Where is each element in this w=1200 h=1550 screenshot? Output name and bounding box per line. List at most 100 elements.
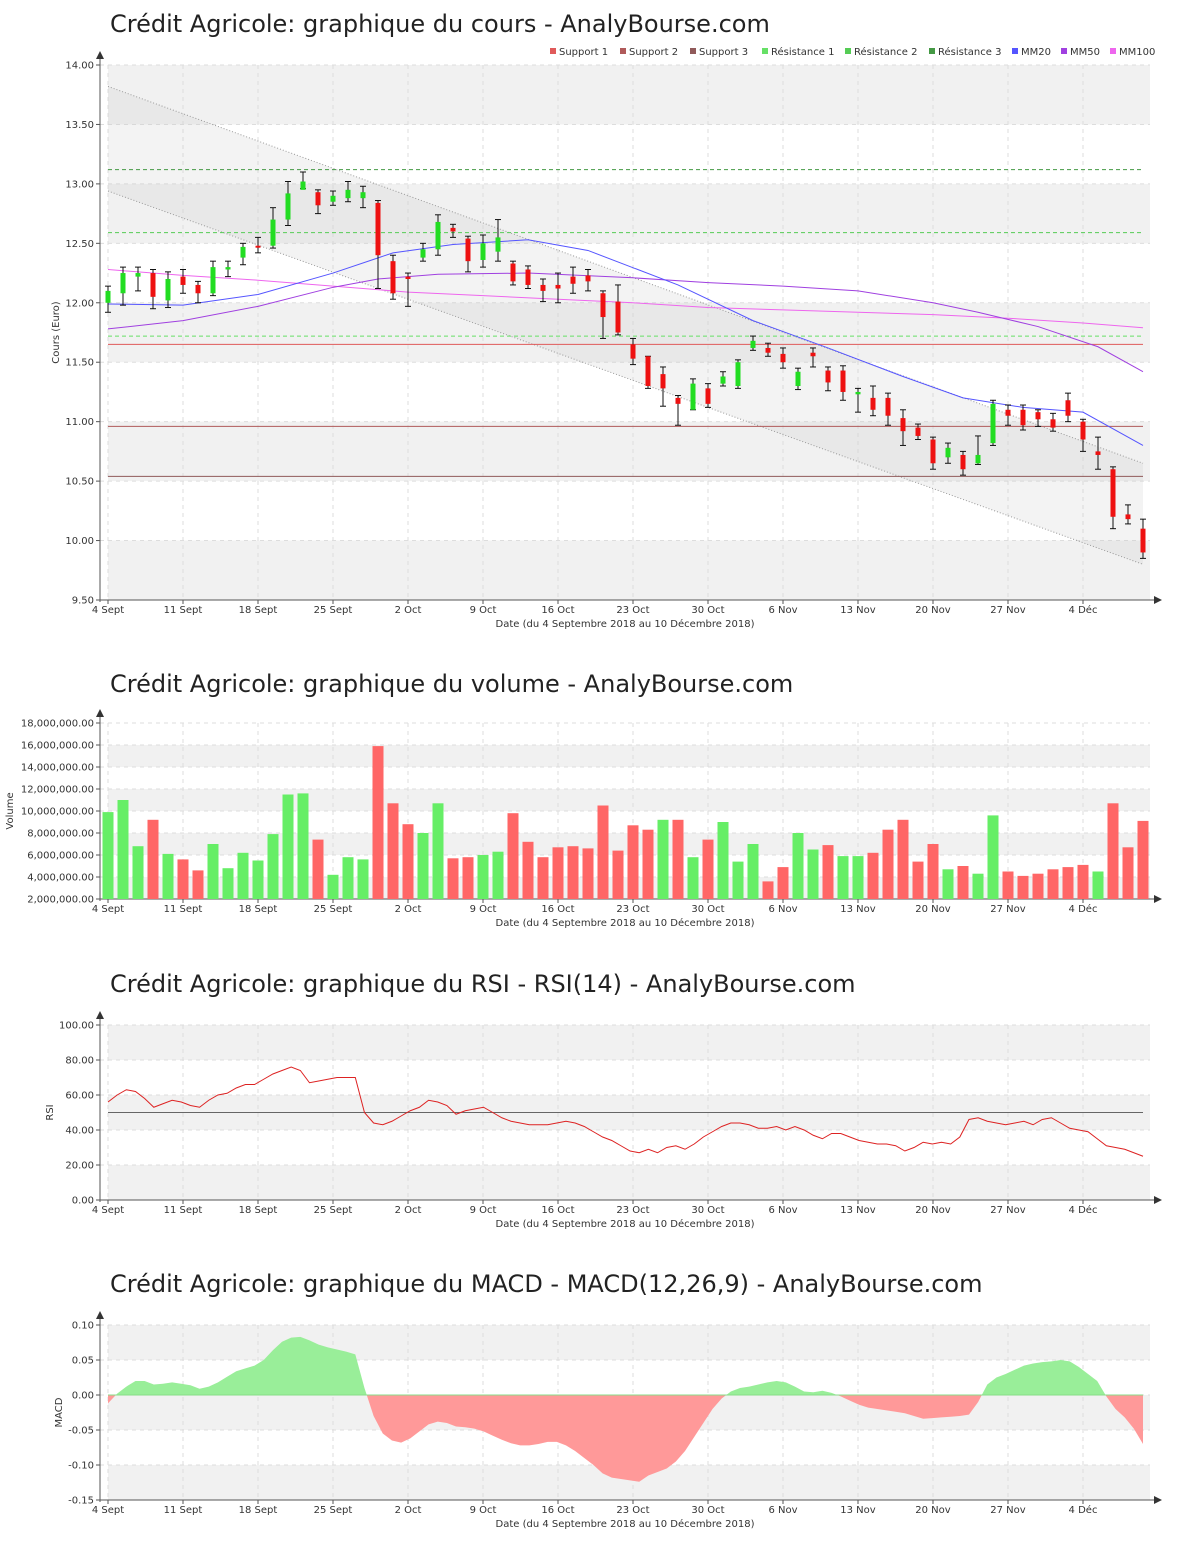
candle-body (900, 418, 906, 432)
volume-bar (552, 847, 564, 899)
mm50-line (107, 272, 1144, 373)
candle-body (1110, 469, 1116, 517)
volume-bar (897, 819, 909, 899)
legend-swatch (845, 48, 851, 54)
x-axis-arrow (1154, 596, 1162, 604)
candle-body (735, 362, 741, 386)
y-tick-label: 11.00 (65, 417, 94, 428)
y-axis-title: MACD (54, 1397, 65, 1427)
volume-bar (162, 853, 174, 899)
candle-body (720, 376, 726, 384)
y-axis-title: Cours (Euro) (51, 301, 62, 364)
candle-body (660, 374, 666, 389)
candle-body (1080, 421, 1086, 440)
grid-band (108, 421, 1150, 482)
macd-chart-title: Crédit Agricole: graphique du MACD - MAC… (110, 1270, 983, 1298)
x-tick-label: 2 Oct (395, 605, 422, 616)
x-axis-title: Date (du 4 Septembre 2018 au 10 Décembre… (496, 1218, 755, 1230)
volume-bar (1047, 869, 1059, 899)
x-tick-label: 16 Oct (541, 605, 574, 616)
candle-body (915, 427, 921, 436)
volume-bar (582, 848, 594, 899)
volume-bar (777, 867, 789, 899)
grid-band (108, 183, 1150, 244)
candle-body (120, 273, 126, 294)
candle-body (150, 273, 156, 297)
volume-bar (462, 857, 474, 899)
candle-body (390, 261, 396, 294)
macd-positive-area (726, 1381, 838, 1395)
volume-bar (642, 829, 654, 899)
y-tick-label: 14.00 (65, 61, 94, 72)
candle-body (180, 276, 186, 285)
grid-band (108, 789, 1150, 811)
candle-body (960, 454, 966, 470)
y-tick-label: 12.00 (65, 298, 94, 309)
x-tick-label: 30 Oct (691, 904, 724, 915)
x-tick-label: 20 Nov (915, 1505, 951, 1516)
volume-bar (912, 861, 924, 899)
y-tick-label: 0.05 (72, 1356, 94, 1367)
x-tick-label: 18 Sept (239, 1505, 278, 1516)
x-tick-label: 27 Nov (990, 904, 1026, 915)
volume-bar (597, 805, 609, 899)
candle-body (570, 276, 576, 284)
candle-body (405, 276, 411, 279)
x-axis-arrow (1154, 895, 1162, 903)
legend-label: MM50 (1070, 47, 1100, 58)
x-tick-label: 4 Déc (1069, 903, 1098, 915)
candle-body (1125, 514, 1131, 520)
x-tick-label: 2 Oct (395, 904, 422, 915)
y-tick-label: -0.05 (68, 1426, 94, 1437)
volume-bar (627, 825, 639, 899)
x-tick-label: 13 Nov (840, 1505, 876, 1516)
legend-label: Support 1 (559, 47, 608, 58)
y-axis-arrow (96, 709, 104, 717)
x-tick-label: 16 Oct (541, 1505, 574, 1516)
volume-bar (522, 841, 534, 899)
candle-body (420, 249, 426, 258)
candle-body (750, 340, 756, 348)
candle-body (165, 279, 171, 301)
x-tick-label: 11 Sept (164, 1205, 203, 1216)
volume-chart-title: Crédit Agricole: graphique du volume - A… (110, 670, 794, 698)
x-tick-label: 27 Nov (990, 1205, 1026, 1216)
candle-body (330, 195, 336, 202)
volume-bar (717, 822, 729, 899)
y-axis-title: Volume (5, 792, 16, 829)
y-tick-label: 6,000,000.00 (27, 851, 94, 862)
candle-body (780, 353, 786, 363)
grid-band (108, 302, 1150, 363)
volume-bar (357, 859, 369, 899)
mm100-line (107, 268, 1144, 329)
candle-body (105, 290, 111, 303)
y-tick-label: 10,000,000.00 (21, 807, 94, 818)
macd-negative-area (366, 1395, 727, 1482)
x-tick-label: 25 Sept (314, 605, 353, 616)
macd-positive-area (115, 1336, 367, 1395)
candle-body (195, 284, 201, 294)
x-tick-label: 23 Oct (616, 904, 649, 915)
volume-bar (792, 833, 804, 899)
volume-bar (117, 800, 129, 899)
candle-body (315, 192, 321, 206)
volume-bar (297, 793, 309, 899)
volume-bar (207, 844, 219, 899)
x-tick-label: 25 Sept (314, 1505, 353, 1516)
x-tick-label: 9 Oct (470, 904, 497, 915)
legend-label: Résistance 3 (938, 46, 1001, 58)
y-tick-label: 11.50 (65, 358, 94, 369)
volume-bar (702, 839, 714, 899)
x-tick-label: 13 Nov (840, 904, 876, 915)
candle-body (630, 344, 636, 359)
volume-bar (432, 803, 444, 899)
candle-body (675, 397, 681, 404)
candle-body (285, 193, 291, 220)
candle-body (255, 245, 261, 248)
volume-bar (282, 794, 294, 899)
candle-body (1095, 451, 1101, 455)
y-tick-label: 8,000,000.00 (27, 829, 94, 840)
y-tick-label: 10.50 (65, 477, 94, 488)
y-axis-arrow (96, 51, 104, 59)
macd-positive-area (981, 1360, 1106, 1395)
